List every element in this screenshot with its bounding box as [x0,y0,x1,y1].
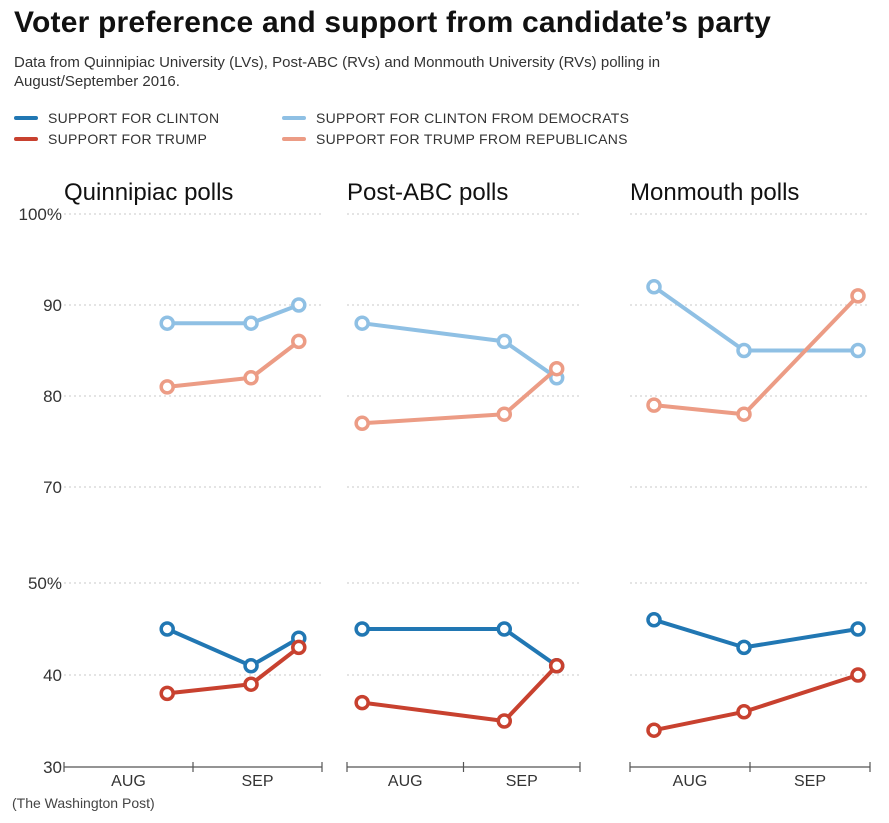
data-point [738,408,750,420]
panel-monmouth-polls: Monmouth polls AUG SEP [630,179,870,790]
panel-title: Quinnipiac polls [64,179,233,206]
y-tick-label: 80 [43,387,62,406]
y-tick-label: 90 [43,296,62,315]
series-support-for-clinton-from-democrats [356,317,563,384]
series-line [654,675,858,730]
data-point [356,623,368,635]
panel-post-abc-polls: Post-ABC polls AUG SEP [347,179,580,790]
x-tick-label: SEP [241,773,273,790]
data-point [356,417,368,429]
data-point [161,381,173,393]
x-tick-label: SEP [794,773,826,790]
data-point [293,335,305,347]
data-point [648,724,660,736]
series-support-for-clinton [356,623,563,672]
data-point [852,290,864,302]
data-point [498,335,510,347]
series-support-for-clinton [648,614,864,654]
data-point [356,697,368,709]
data-point [852,623,864,635]
data-point [245,372,257,384]
series-line [654,287,858,351]
x-tick-label: AUG [673,773,708,790]
data-point [161,623,173,635]
data-point [356,317,368,329]
series-line [362,323,557,378]
y-tick-label: 50% [28,574,62,593]
data-point [738,641,750,653]
series-support-for-trump-from-republicans [161,335,305,393]
series-support-for-trump [648,669,864,736]
data-point [245,678,257,690]
series-support-for-clinton-from-democrats [648,281,864,357]
data-point [738,706,750,718]
series-support-for-trump [161,641,305,699]
data-point [498,623,510,635]
data-point [852,345,864,357]
series-line [362,629,557,666]
series-support-for-clinton-from-democrats [161,299,305,329]
x-tick-label: AUG [111,773,146,790]
data-point [161,687,173,699]
data-point [648,614,660,626]
y-tick-label: 70 [43,478,62,497]
panel-title: Monmouth polls [630,179,799,206]
data-point [648,281,660,293]
data-point [245,317,257,329]
data-point [245,660,257,672]
panel-title: Post-ABC polls [347,179,508,206]
series-support-for-trump [356,660,563,727]
data-point [293,641,305,653]
y-tick-label: 30 [43,758,62,777]
source-note: (The Washington Post) [12,795,155,811]
data-point [738,345,750,357]
data-point [551,363,563,375]
chart-canvas: 100%90807050%4030Quinnipiac pollsAUG SEPP… [0,0,889,823]
series-line [362,369,557,424]
series-line [167,341,299,387]
y-tick-label: 40 [43,666,62,685]
data-point [293,299,305,311]
data-point [498,408,510,420]
series-line [167,647,299,693]
data-point [648,399,660,411]
panel-quinnipiac-polls: Quinnipiac polls AUG SEP [64,179,322,790]
x-tick-label: AUG [388,773,423,790]
data-point [551,660,563,672]
data-point [161,317,173,329]
y-tick-label: 100% [19,205,62,224]
data-point [852,669,864,681]
series-support-for-clinton [161,623,305,672]
series-support-for-trump-from-republicans [648,290,864,420]
x-tick-label: SEP [506,773,538,790]
series-line [362,666,557,721]
series-line [167,305,299,323]
series-line [654,620,858,648]
data-point [498,715,510,727]
